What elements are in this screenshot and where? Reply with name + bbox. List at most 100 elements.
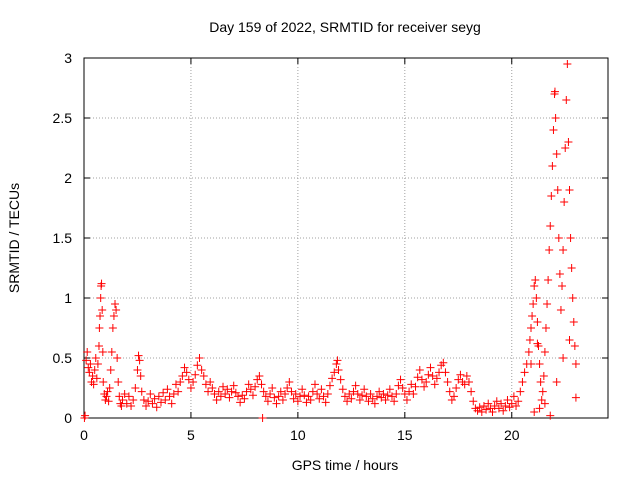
data-point xyxy=(91,354,100,362)
data-point xyxy=(559,354,568,362)
data-point xyxy=(278,396,287,404)
data-point xyxy=(122,399,131,408)
data-point xyxy=(333,356,342,365)
data-point xyxy=(268,384,277,392)
data-point xyxy=(486,404,495,413)
data-point xyxy=(373,392,382,401)
data-point xyxy=(358,391,367,400)
data-point xyxy=(413,373,422,382)
data-point xyxy=(236,398,245,407)
data-point xyxy=(117,402,126,410)
data-point xyxy=(541,324,550,332)
data-point xyxy=(503,396,512,404)
data-point xyxy=(554,234,563,242)
data-point xyxy=(492,397,501,406)
data-point xyxy=(95,324,104,332)
data-point xyxy=(206,378,215,386)
data-point xyxy=(424,370,433,379)
data-point xyxy=(106,366,115,374)
data-point xyxy=(540,348,549,356)
data-point xyxy=(171,380,180,389)
data-point xyxy=(321,398,330,407)
data-point xyxy=(409,390,418,398)
data-point xyxy=(398,384,407,392)
data-point xyxy=(176,378,185,386)
data-point xyxy=(131,384,140,392)
data-point xyxy=(370,399,379,408)
x-tick-label: 5 xyxy=(187,427,195,443)
data-point xyxy=(454,375,463,384)
data-point xyxy=(501,402,510,410)
data-point xyxy=(473,406,482,415)
data-point xyxy=(291,390,300,398)
data-points xyxy=(80,60,580,422)
data-point xyxy=(319,392,328,401)
data-point xyxy=(396,375,405,384)
data-point xyxy=(152,403,161,412)
data-point xyxy=(86,360,95,368)
data-point xyxy=(129,396,138,404)
y-tick-label: 1.5 xyxy=(53,230,73,246)
data-point xyxy=(518,378,527,386)
data-point xyxy=(156,398,165,407)
data-point xyxy=(225,393,234,402)
y-tick-label: 0 xyxy=(64,410,72,426)
data-point xyxy=(383,391,392,400)
data-point xyxy=(420,382,429,391)
data-point xyxy=(135,356,144,365)
data-point xyxy=(98,348,107,356)
data-point xyxy=(298,385,307,394)
data-point xyxy=(257,380,266,389)
data-point xyxy=(505,403,514,412)
y-axis-label: SRMTID / TECUs xyxy=(6,183,22,293)
data-point xyxy=(90,366,99,374)
data-point xyxy=(82,356,91,365)
data-point xyxy=(136,372,145,380)
data-point xyxy=(283,384,292,392)
data-point xyxy=(447,396,456,404)
data-point xyxy=(561,144,570,152)
data-point xyxy=(251,382,260,391)
data-point xyxy=(417,375,426,384)
data-point xyxy=(462,372,471,380)
data-point xyxy=(137,387,146,396)
data-point xyxy=(484,399,493,408)
data-point xyxy=(405,387,414,396)
data-point xyxy=(563,60,572,68)
data-point xyxy=(219,382,228,391)
data-point xyxy=(533,318,542,326)
data-point xyxy=(443,378,452,386)
data-point xyxy=(450,392,459,401)
data-point xyxy=(180,363,189,372)
data-point xyxy=(195,354,204,362)
data-point xyxy=(499,406,508,415)
data-point xyxy=(565,186,574,194)
data-point xyxy=(229,381,238,390)
data-point xyxy=(227,387,236,396)
data-point xyxy=(564,138,573,146)
data-point xyxy=(201,380,210,389)
data-point xyxy=(332,360,341,368)
data-point xyxy=(120,390,129,398)
data-point xyxy=(272,399,281,408)
data-point xyxy=(191,370,200,379)
data-point xyxy=(317,385,326,394)
data-point xyxy=(550,87,559,96)
data-point xyxy=(210,390,219,398)
data-point xyxy=(186,384,195,392)
data-point xyxy=(103,387,112,396)
data-point xyxy=(545,246,554,254)
data-point xyxy=(546,222,555,230)
data-point xyxy=(144,397,153,406)
data-point xyxy=(456,370,465,379)
data-point xyxy=(547,192,556,200)
data-point xyxy=(182,368,191,377)
data-point xyxy=(302,398,311,407)
data-point xyxy=(89,380,98,389)
data-point xyxy=(516,387,525,396)
data-point xyxy=(281,390,290,398)
data-point xyxy=(512,402,521,410)
data-point xyxy=(98,306,107,314)
data-point xyxy=(460,380,469,389)
data-point xyxy=(323,390,332,398)
